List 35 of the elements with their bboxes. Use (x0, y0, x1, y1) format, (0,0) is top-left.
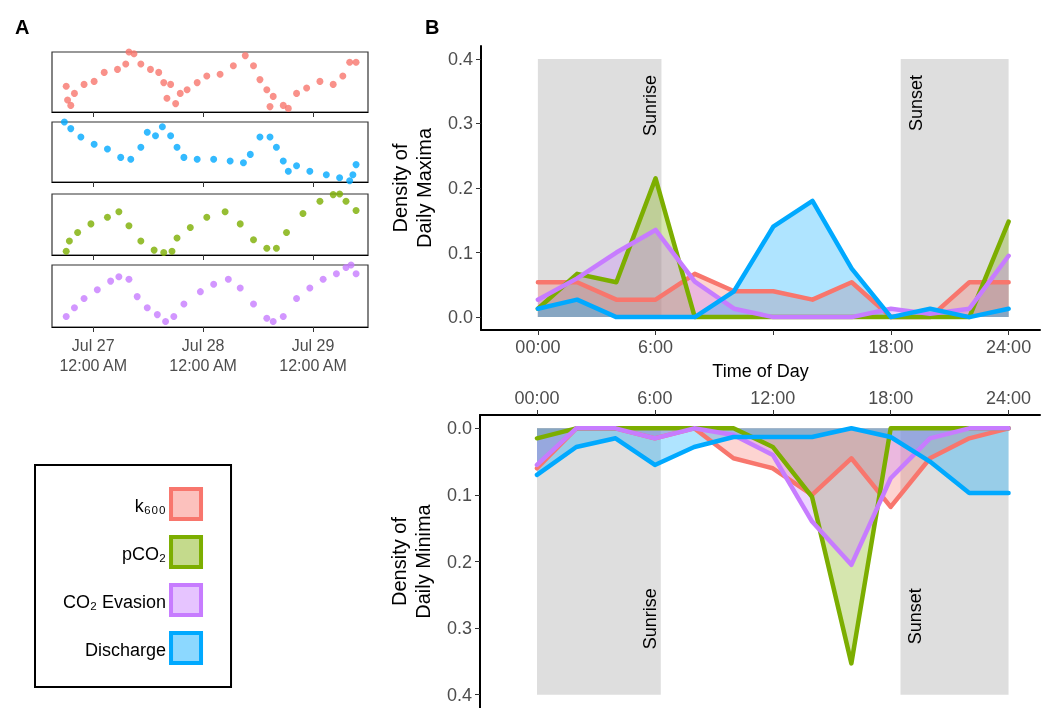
x-tick-label: 00:00 (515, 337, 561, 357)
y-tick-label: 0.0 (447, 307, 473, 328)
x-axis-title: Time of Day (712, 361, 809, 381)
x-tick-label: 18:00 (868, 337, 914, 357)
band-label: Sunrise (639, 588, 660, 650)
y-tick-label: 0.4 (447, 48, 473, 69)
x-tick-label: 18:00 (868, 388, 914, 408)
y-tick-label: 0.3 (446, 618, 472, 639)
y-axis-title: Density of Daily Maxima (389, 127, 435, 249)
y-tick-label: 0.4 (446, 684, 472, 705)
x-tick-label: Jul 29 12:00 AM (279, 336, 347, 374)
x-tick-label: Jul 28 12:00 AM (169, 336, 237, 374)
x-tick-label: 6:00 (638, 337, 674, 357)
chart-title: B (425, 16, 440, 38)
y-tick-label: 0.0 (446, 418, 472, 439)
legend-label: Discharge (84, 640, 167, 660)
x-tick-label: 24:00 (986, 337, 1032, 357)
x-tick-label: 6:00 (637, 388, 673, 408)
y-tick-label: 0.2 (446, 551, 472, 572)
band-label: Sunset (905, 588, 926, 645)
band-label: Sunrise (640, 75, 661, 137)
x-tick-label: 12:00 (750, 388, 796, 408)
band-label: Sunset (905, 75, 926, 132)
legend-label: CO₂ Evasion (62, 592, 167, 612)
y-axis-title: Density of Daily Minima (388, 503, 434, 619)
y-tick-label: 0.1 (446, 484, 472, 505)
legend-label: pCO₂ (122, 544, 167, 564)
x-tick-label: 00:00 (514, 388, 560, 408)
y-tick-label: 0.3 (447, 113, 473, 134)
x-tick-label: Jul 27 12:00 AM (59, 336, 128, 374)
x-tick-label: 24:00 (986, 388, 1032, 408)
legend-label: k₆₀₀ (134, 496, 167, 516)
y-tick-label: 0.2 (447, 178, 473, 198)
chart-title: A (15, 16, 30, 38)
y-tick-label: 0.1 (447, 242, 473, 263)
